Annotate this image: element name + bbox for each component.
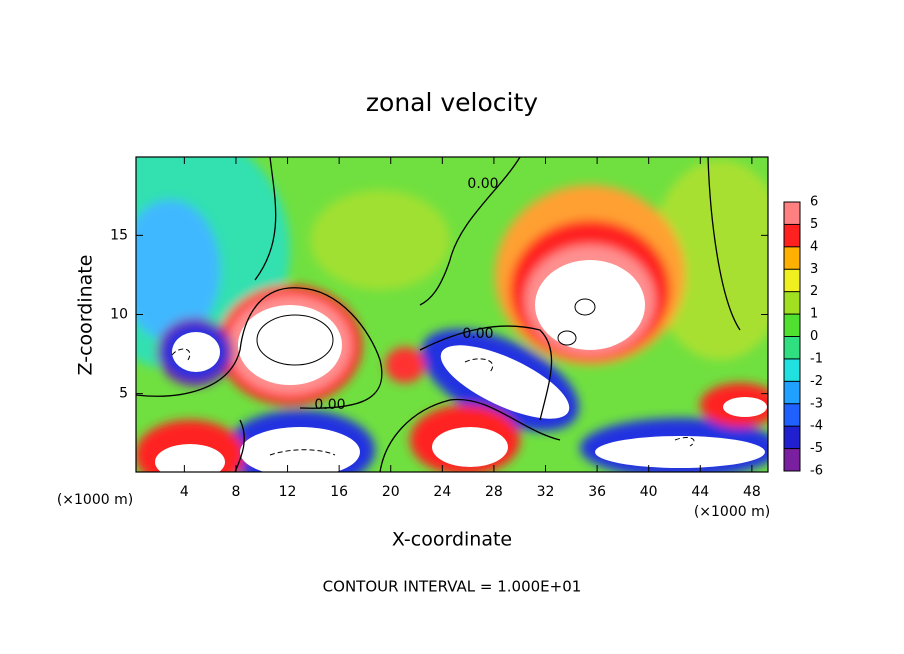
colorbar-band [784, 381, 800, 404]
colorbar-band [784, 224, 800, 247]
colorbar-label: 6 [810, 195, 818, 210]
colorbar-band [784, 202, 800, 225]
y-axis-label: Z-coordinate [75, 255, 97, 376]
colorbar-label: 3 [810, 262, 818, 277]
x-tick-label: 28 [485, 484, 503, 500]
colorbar-band [784, 291, 800, 315]
x-tick-label: 24 [433, 484, 451, 500]
x-unit-label: (×1000 m) [57, 492, 133, 508]
colorbar-label: 2 [810, 284, 818, 299]
x-tick-label: 44 [691, 484, 709, 500]
colorbar-label: -3 [810, 396, 823, 411]
x-tick-label: 8 [231, 484, 240, 500]
colorbar-label: 0 [810, 329, 818, 344]
x-tick-label: 36 [588, 484, 606, 500]
y-tick-label: 15 [110, 227, 128, 243]
colorbar-label: 1 [810, 307, 818, 322]
x-tick-label: 20 [382, 484, 400, 500]
colorbar-band [784, 246, 800, 270]
x-tick-label: 40 [640, 484, 658, 500]
colorbar-band [784, 403, 800, 427]
colorbar-label: -5 [810, 441, 823, 456]
x-unit-label: (×1000 m) [694, 504, 770, 520]
colorbar-label: -1 [810, 351, 823, 366]
colorbar-band [784, 269, 800, 292]
colorbar-band [784, 314, 800, 337]
colorbar-label: 5 [810, 217, 818, 232]
x-tick-label: 32 [537, 484, 555, 500]
colorbar-band [784, 358, 800, 382]
x-tick-label: 12 [279, 484, 297, 500]
x-tick-label: 4 [180, 484, 189, 500]
colorbar-band [784, 336, 800, 359]
x-axis-label: X-coordinate [392, 529, 512, 551]
footnote: CONTOUR INTERVAL = 1.000E+01 [323, 578, 582, 596]
contour-label: 0.00 [314, 397, 345, 413]
field [136, 157, 768, 472]
colorbar-label: -2 [810, 374, 823, 389]
contour-label: 0.00 [467, 176, 498, 192]
colorbar-label: -6 [810, 464, 823, 479]
chart-title: zonal velocity [366, 88, 538, 117]
x-tick-label: 16 [330, 484, 348, 500]
x-tick-label: 48 [743, 484, 761, 500]
contour-label: 0.00 [462, 326, 493, 342]
y-tick-label: 10 [110, 307, 128, 323]
y-tick-label: 5 [119, 386, 128, 402]
colorbar-label: -4 [810, 419, 823, 434]
colorbar-band [784, 426, 800, 449]
colorbar-band [784, 448, 800, 471]
colorbar-label: 4 [810, 239, 818, 254]
